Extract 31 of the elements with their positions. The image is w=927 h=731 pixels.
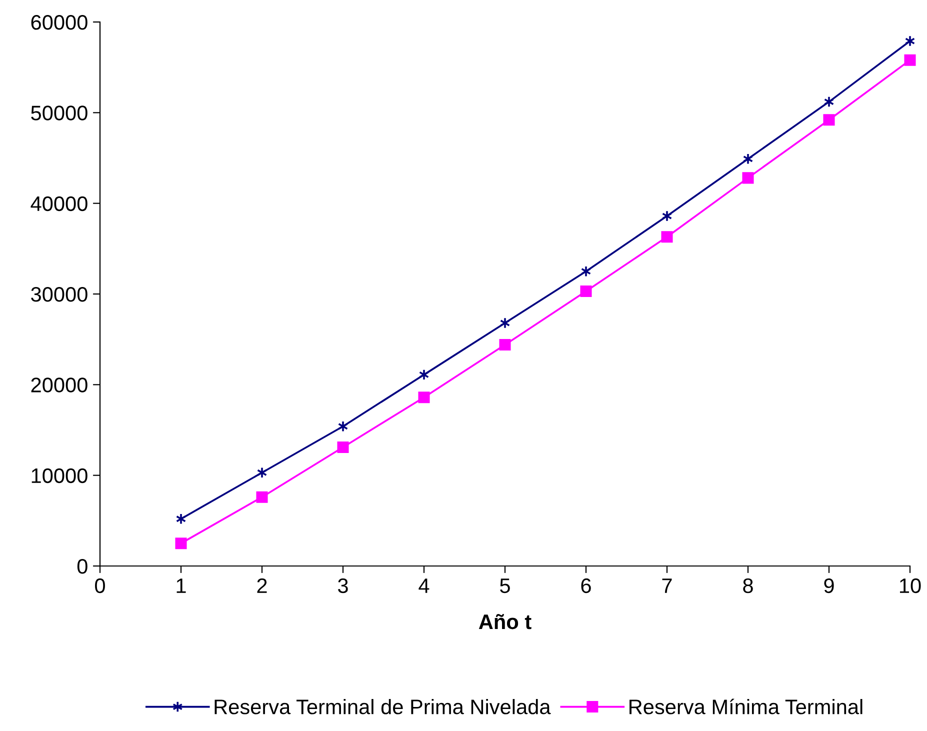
x-tick-label: 0 <box>95 578 105 594</box>
legend-label: Reserva Terminal de Prima Nivelada <box>214 698 551 714</box>
y-tick-label: 40000 <box>30 196 88 212</box>
point <box>742 172 754 184</box>
x-tick-label: 6 <box>581 578 591 594</box>
y-tick-label: 20000 <box>31 378 88 392</box>
x-tick-label: 10 <box>900 578 921 594</box>
y-tick-label: 30000 <box>31 287 88 302</box>
x-tick-label: 5 <box>500 578 510 594</box>
point <box>256 491 268 503</box>
point <box>823 114 835 126</box>
point <box>337 441 349 453</box>
x-tick-label: 2 <box>257 578 267 593</box>
y-tick-label: 50000 <box>31 106 88 120</box>
x-axis-title: Año t <box>478 614 532 630</box>
x-tick-label: 8 <box>743 578 753 594</box>
point <box>418 392 430 404</box>
point <box>499 339 511 351</box>
y-tick-label: 10000 <box>32 468 88 484</box>
point <box>580 286 592 298</box>
x-tick-label: 1 <box>176 578 186 593</box>
point <box>661 231 673 243</box>
x-tick-label: 7 <box>662 578 672 593</box>
point <box>175 538 187 550</box>
x-tick-label: 4 <box>418 578 430 593</box>
point <box>904 54 916 66</box>
legend-label: Reserva Mínima Terminal <box>630 698 862 714</box>
x-tick-label: 3 <box>338 578 348 594</box>
y-tick-label: 60000 <box>31 15 88 30</box>
x-tick-label: 9 <box>824 578 834 594</box>
y-tick-label: 0 <box>77 559 88 574</box>
